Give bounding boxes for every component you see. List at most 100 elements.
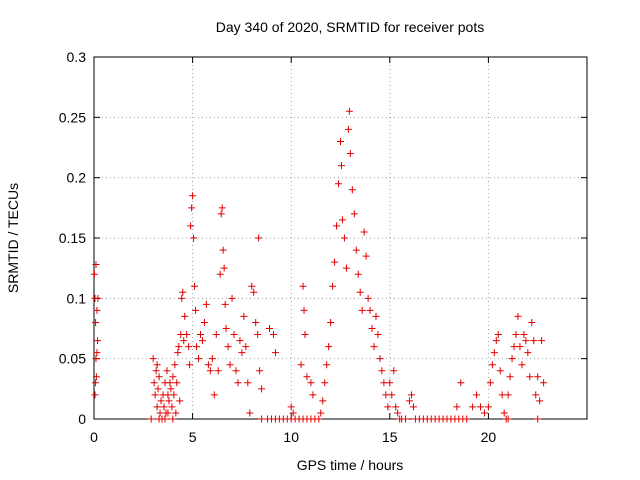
data-point	[256, 367, 264, 375]
data-point	[317, 409, 325, 417]
data-point	[323, 361, 331, 369]
data-point	[92, 379, 100, 387]
data-point	[160, 403, 168, 411]
data-point	[190, 234, 198, 242]
data-point	[500, 409, 508, 417]
data-point	[522, 337, 530, 345]
y-tick-label: 0.15	[59, 230, 86, 246]
data-point	[356, 288, 364, 296]
data-point	[180, 337, 188, 345]
data-point	[156, 409, 164, 417]
data-point	[219, 246, 227, 254]
data-point	[186, 361, 194, 369]
data-point	[178, 294, 186, 302]
data-point	[171, 361, 179, 369]
data-point	[92, 373, 100, 381]
data-point	[289, 409, 297, 417]
data-point	[192, 306, 200, 314]
data-point	[151, 391, 159, 399]
y-tick-label: 0.1	[67, 290, 87, 306]
data-point	[187, 222, 195, 230]
data-point	[514, 312, 522, 320]
data-point	[173, 379, 181, 387]
data-point	[309, 391, 317, 399]
data-point	[504, 415, 512, 423]
data-point	[165, 397, 173, 405]
data-point	[269, 331, 277, 339]
data-point	[258, 415, 266, 423]
data-point	[214, 367, 222, 375]
data-point	[220, 264, 228, 272]
data-point	[402, 415, 410, 423]
data-point	[250, 288, 258, 296]
data-point	[512, 331, 520, 339]
data-point	[406, 397, 414, 405]
data-point	[152, 367, 160, 375]
data-point	[480, 409, 488, 417]
data-point	[362, 252, 370, 260]
data-point	[380, 379, 388, 387]
data-point	[164, 409, 172, 417]
data-point	[147, 415, 155, 423]
data-point	[394, 409, 402, 417]
data-point	[469, 403, 477, 411]
data-point	[510, 343, 518, 351]
axes: 0 0.05 0.1 0.15 0.2 0.25 0.3 0 5 10 15 20	[59, 49, 588, 445]
plot-frame	[93, 56, 588, 420]
data-point	[496, 367, 504, 375]
data-point	[90, 270, 98, 278]
data-point	[524, 349, 532, 357]
data-point	[244, 379, 252, 387]
data-point	[321, 379, 329, 387]
data-point	[183, 331, 191, 339]
data-point	[368, 325, 376, 332]
data-point	[370, 343, 378, 351]
data-point	[185, 343, 193, 351]
y-tick-label: 0.2	[67, 170, 87, 186]
data-point	[409, 403, 417, 411]
data-point	[271, 349, 279, 357]
data-point	[238, 349, 246, 357]
data-point	[166, 379, 174, 387]
x-tick-label: 5	[189, 429, 197, 445]
data-point	[536, 397, 544, 405]
y-tick-label: 0	[78, 411, 86, 427]
data-point	[92, 261, 100, 269]
data-point	[335, 180, 343, 188]
data-point	[520, 331, 528, 339]
data-point	[337, 137, 344, 145]
data-point	[342, 264, 350, 272]
data-point	[195, 355, 203, 363]
data-point	[230, 331, 238, 339]
data-point	[216, 270, 224, 278]
data-point	[177, 331, 185, 339]
data-point	[167, 385, 175, 393]
data-point	[508, 355, 516, 363]
data-point	[155, 373, 163, 381]
data-point	[181, 312, 189, 320]
x-axis-label: GPS time / hours	[297, 457, 404, 473]
data-point	[153, 361, 161, 369]
data-point	[176, 397, 184, 405]
data-point	[228, 294, 236, 302]
data-point	[224, 343, 232, 351]
y-tick-label: 0.25	[59, 109, 86, 125]
data-point	[463, 415, 471, 423]
data-point	[518, 361, 526, 369]
data-point	[360, 228, 368, 236]
data-point	[212, 331, 220, 339]
y-axis-label: SRMTID / TECUs	[5, 183, 21, 293]
data-point	[300, 306, 308, 314]
data-point	[378, 367, 386, 375]
data-point	[331, 258, 339, 266]
data-point	[392, 403, 400, 411]
data-point	[234, 379, 242, 387]
data-point	[307, 379, 315, 387]
data-point	[193, 343, 201, 351]
data-point	[540, 379, 548, 387]
y-tick-label: 0.05	[59, 351, 86, 367]
data-point	[407, 391, 415, 399]
data-point	[91, 391, 99, 399]
data-point	[94, 337, 102, 345]
data-point	[206, 367, 214, 375]
